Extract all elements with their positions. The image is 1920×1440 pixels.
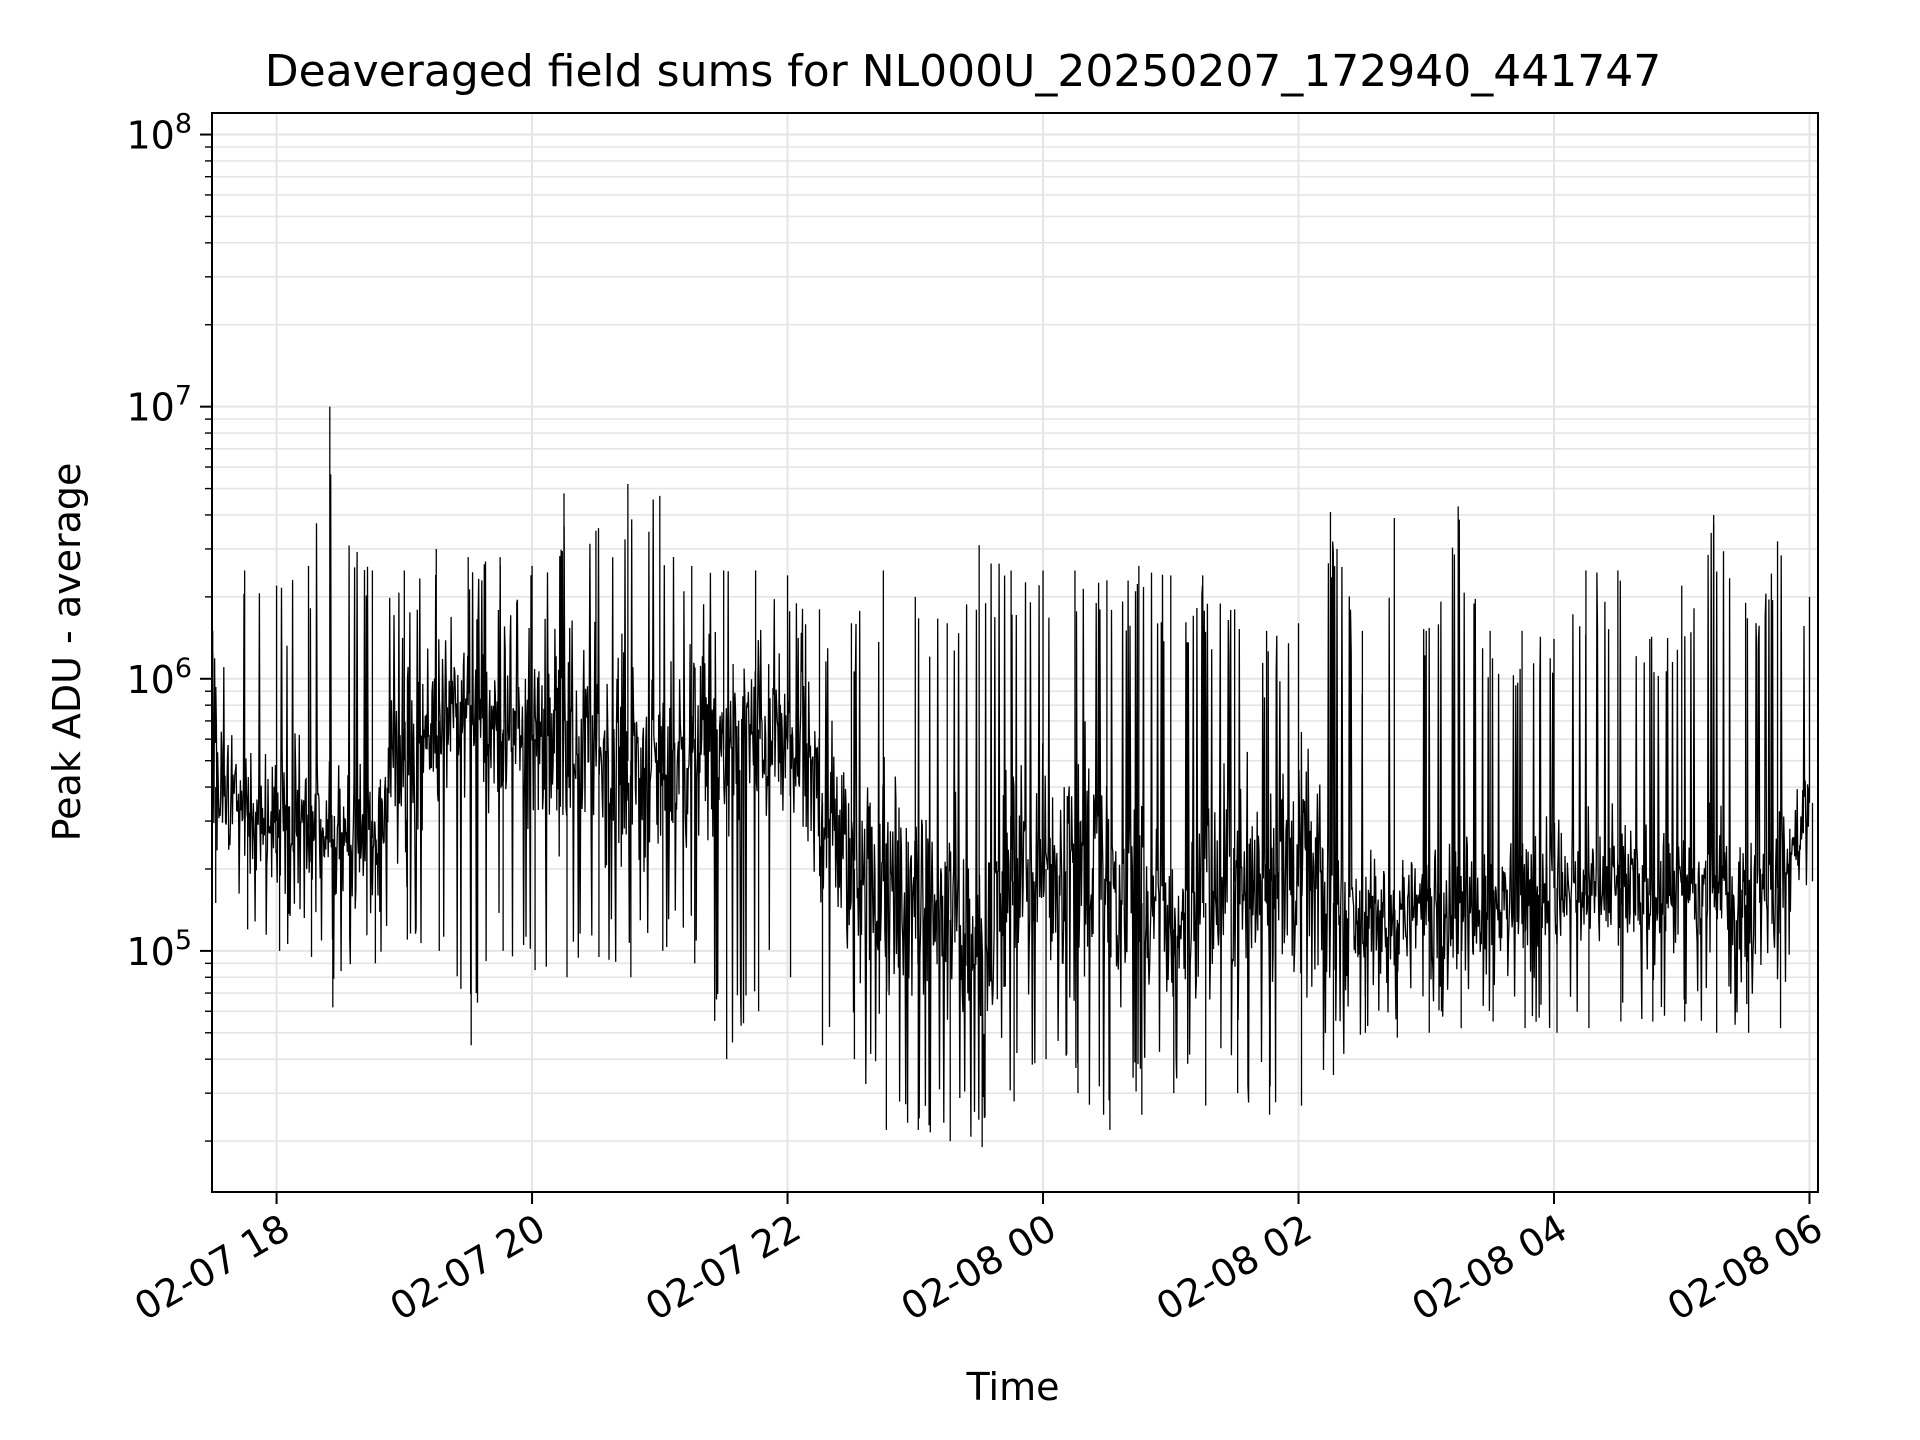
x-axis-label: Time [966,1365,1060,1409]
chart-title: Deaveraged field sums for NL000U_2025020… [265,46,1661,97]
y-tick-exponent: 5 [175,925,192,956]
y-tick-exponent: 8 [175,109,192,140]
y-axis-label: Peak ADU - average [45,463,89,842]
y-tick-label: 108 [126,109,192,158]
y-tick-label: 105 [126,925,192,974]
y-tick-label: 107 [126,381,192,430]
y-tick-exponent: 6 [175,653,192,684]
y-tick-base: 10 [126,930,174,974]
y-tick-exponent: 7 [175,381,192,412]
y-tick-base: 10 [126,386,174,430]
y-tick-base: 10 [126,658,174,702]
plot-frame [211,112,1819,1193]
y-tick-label: 106 [126,653,192,702]
y-tick-base: 10 [126,114,174,158]
plot-area [212,406,1814,1148]
